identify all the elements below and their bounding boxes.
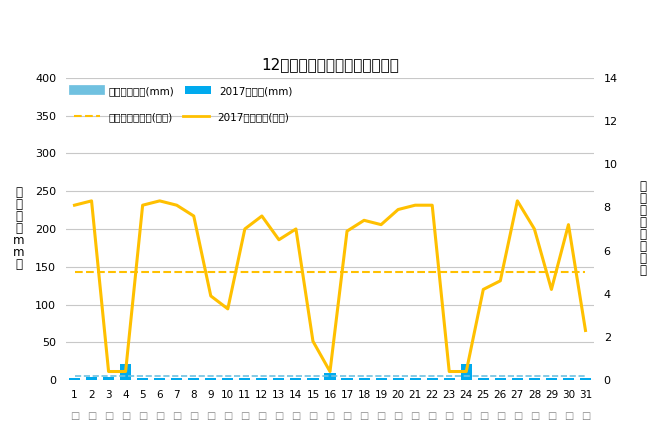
Bar <box>529 378 540 380</box>
Bar <box>240 378 250 380</box>
Text: □: □ <box>189 411 199 421</box>
Bar <box>563 378 574 380</box>
Bar <box>478 378 489 380</box>
Bar <box>256 378 267 380</box>
Text: □: □ <box>360 411 369 421</box>
Bar <box>154 378 165 380</box>
Bar <box>325 373 335 380</box>
Y-axis label: 日
照
時
間
（
時
間
）: 日 照 時 間 （ 時 間 ） <box>640 181 646 277</box>
Bar <box>495 378 506 380</box>
Bar <box>410 378 420 380</box>
Bar <box>171 378 182 380</box>
Text: □: □ <box>546 411 556 421</box>
Text: □: □ <box>325 411 335 421</box>
Text: □: □ <box>461 411 471 421</box>
Text: □: □ <box>445 411 454 421</box>
Text: □: □ <box>428 411 437 421</box>
Bar <box>290 378 302 380</box>
Bar <box>444 378 455 380</box>
Text: □: □ <box>343 411 352 421</box>
Bar <box>273 378 284 380</box>
Text: □: □ <box>240 411 249 421</box>
Bar <box>341 378 352 380</box>
Text: □: □ <box>87 411 96 421</box>
Text: □: □ <box>513 411 522 421</box>
Text: □: □ <box>496 411 505 421</box>
Bar <box>69 378 80 380</box>
Bar <box>461 364 472 380</box>
Bar <box>222 378 234 380</box>
Text: □: □ <box>223 411 232 421</box>
Bar <box>103 377 114 380</box>
Text: □: □ <box>308 411 317 421</box>
Bar <box>358 378 370 380</box>
Bar <box>308 378 319 380</box>
Bar <box>137 378 148 380</box>
Y-axis label: 降
水
量
（
m
m
）: 降 水 量 （ m m ） <box>13 187 24 271</box>
Bar <box>546 378 557 380</box>
Legend: 日照時間平年値(時間), 2017日照時間(時間): 日照時間平年値(時間), 2017日照時間(時間) <box>71 109 293 125</box>
Bar <box>426 378 438 380</box>
Text: □: □ <box>172 411 182 421</box>
Title: 12月降水量・日照時間（日別）: 12月降水量・日照時間（日別） <box>261 57 399 73</box>
Text: □: □ <box>581 411 590 421</box>
Text: □: □ <box>564 411 573 421</box>
Text: □: □ <box>411 411 420 421</box>
Bar <box>393 378 404 380</box>
Bar <box>512 378 523 380</box>
Text: □: □ <box>121 411 130 421</box>
Text: □: □ <box>275 411 284 421</box>
Bar <box>580 378 591 380</box>
Bar <box>205 378 216 380</box>
Text: □: □ <box>478 411 488 421</box>
Bar <box>120 364 131 380</box>
Bar <box>376 378 387 380</box>
Text: □: □ <box>206 411 215 421</box>
Text: □: □ <box>138 411 147 421</box>
Text: □: □ <box>376 411 385 421</box>
Text: □: □ <box>393 411 403 421</box>
Text: □: □ <box>530 411 539 421</box>
Text: □: □ <box>70 411 79 421</box>
Bar <box>86 377 97 380</box>
Bar <box>188 378 199 380</box>
Text: □: □ <box>291 411 300 421</box>
Text: □: □ <box>257 411 267 421</box>
Text: □: □ <box>155 411 164 421</box>
Text: □: □ <box>104 411 114 421</box>
